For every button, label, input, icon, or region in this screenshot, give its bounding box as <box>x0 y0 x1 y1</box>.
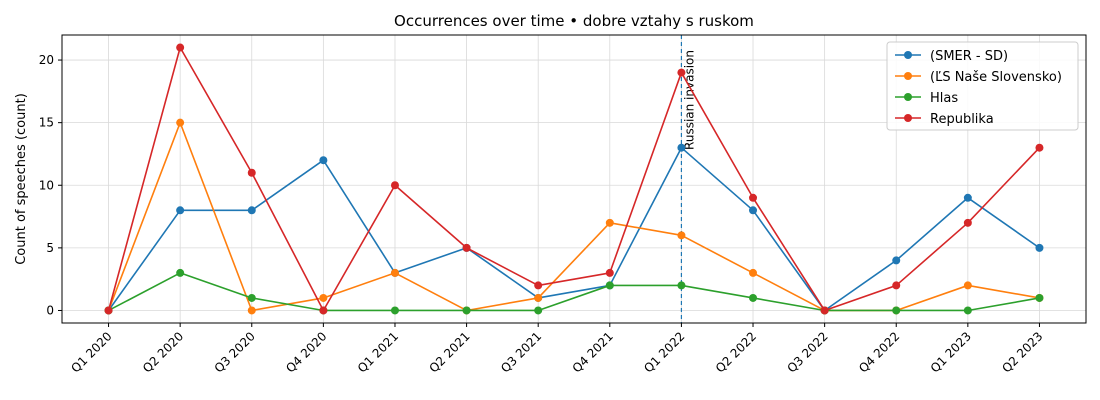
legend-box <box>886 41 1079 131</box>
data-point <box>963 193 972 202</box>
series-0 <box>104 143 1044 315</box>
x-tick-label: Q3 2020 <box>212 329 258 375</box>
legend-swatch-marker <box>904 72 912 80</box>
data-point <box>820 306 829 315</box>
data-point <box>677 68 686 77</box>
x-tick-label: Q1 2023 <box>928 329 974 375</box>
series-line <box>108 272 1040 312</box>
legend-entry: Republika <box>930 112 994 127</box>
y-tick-label: 15 <box>39 116 54 130</box>
data-point <box>1035 243 1044 252</box>
series-line <box>107 46 1041 312</box>
data-point <box>176 268 185 277</box>
series-line <box>107 146 1040 312</box>
data-point <box>534 306 543 315</box>
data-point <box>534 293 543 302</box>
y-axis-label: Count of speeches (count) <box>14 93 29 265</box>
legend-entry: (ĽS Naše Slovensko) <box>930 70 1062 85</box>
data-point <box>462 306 471 315</box>
data-point <box>963 306 972 315</box>
x-tick-label: Q3 2022 <box>784 329 830 375</box>
series-3 <box>104 43 1044 315</box>
data-point <box>749 206 758 215</box>
data-point <box>749 268 758 277</box>
data-point <box>892 306 901 315</box>
data-point <box>319 293 328 302</box>
data-point <box>963 281 972 290</box>
chart-title: Occurrences over time • dobre vztahy s r… <box>394 12 754 30</box>
data-point <box>892 256 901 265</box>
series-1 <box>104 118 1044 315</box>
legend-swatch-marker <box>904 114 912 122</box>
data-point <box>677 231 686 240</box>
y-tick-label: 10 <box>39 178 54 192</box>
x-tick-label: Q4 2020 <box>283 329 329 375</box>
data-point <box>749 293 758 302</box>
x-tick-label: Q1 2021 <box>355 329 401 375</box>
data-point <box>1035 143 1044 152</box>
data-point <box>605 268 614 277</box>
data-point <box>963 218 972 227</box>
data-point <box>892 281 901 290</box>
data-point <box>390 268 399 277</box>
data-point <box>247 293 256 302</box>
y-tick-label: 0 <box>46 303 54 317</box>
x-tick-label: Q4 2021 <box>570 329 616 375</box>
x-tick-label: Q2 2021 <box>426 329 472 375</box>
data-point <box>534 281 543 290</box>
x-tick-label: Q2 2022 <box>713 329 759 375</box>
x-tick-label: Q4 2022 <box>856 329 902 375</box>
data-point <box>749 193 758 202</box>
data-point <box>1035 293 1044 302</box>
data-point <box>605 281 614 290</box>
data-point <box>247 206 256 215</box>
data-point <box>176 43 185 52</box>
data-point <box>319 156 328 165</box>
y-tick-label: 20 <box>39 53 54 67</box>
y-tick-label: 5 <box>46 241 54 255</box>
data-point <box>247 168 256 177</box>
data-point <box>462 243 471 252</box>
series-layer <box>104 43 1044 315</box>
annotation-label: Russian invasion <box>682 50 696 150</box>
data-point <box>677 143 686 152</box>
plot-frame <box>61 34 1087 324</box>
legend-swatch-marker <box>904 51 912 59</box>
data-point <box>104 306 113 315</box>
data-point <box>390 306 399 315</box>
data-point <box>176 206 185 215</box>
data-point <box>176 118 185 127</box>
legend: (SMER - SD) (ĽS Naše Slovensko) Hlas Republ… <box>886 41 1079 131</box>
x-tick-label: Q3 2021 <box>498 329 544 375</box>
annotation-layer: Russian invasion <box>680 35 696 323</box>
legend-swatch-marker <box>904 93 912 101</box>
data-point <box>390 181 399 190</box>
x-tick-label: Q1 2020 <box>68 329 114 375</box>
data-point <box>605 218 614 227</box>
data-point <box>319 306 328 315</box>
x-tick-label: Q2 2023 <box>999 329 1045 375</box>
data-point <box>677 281 686 290</box>
x-tick-label: Q1 2022 <box>641 329 687 375</box>
legend-entry: Hlas <box>930 91 958 106</box>
x-tick-label: Q2 2020 <box>140 329 186 375</box>
legend-entry: (SMER - SD) <box>930 49 1008 64</box>
data-point <box>247 306 256 315</box>
